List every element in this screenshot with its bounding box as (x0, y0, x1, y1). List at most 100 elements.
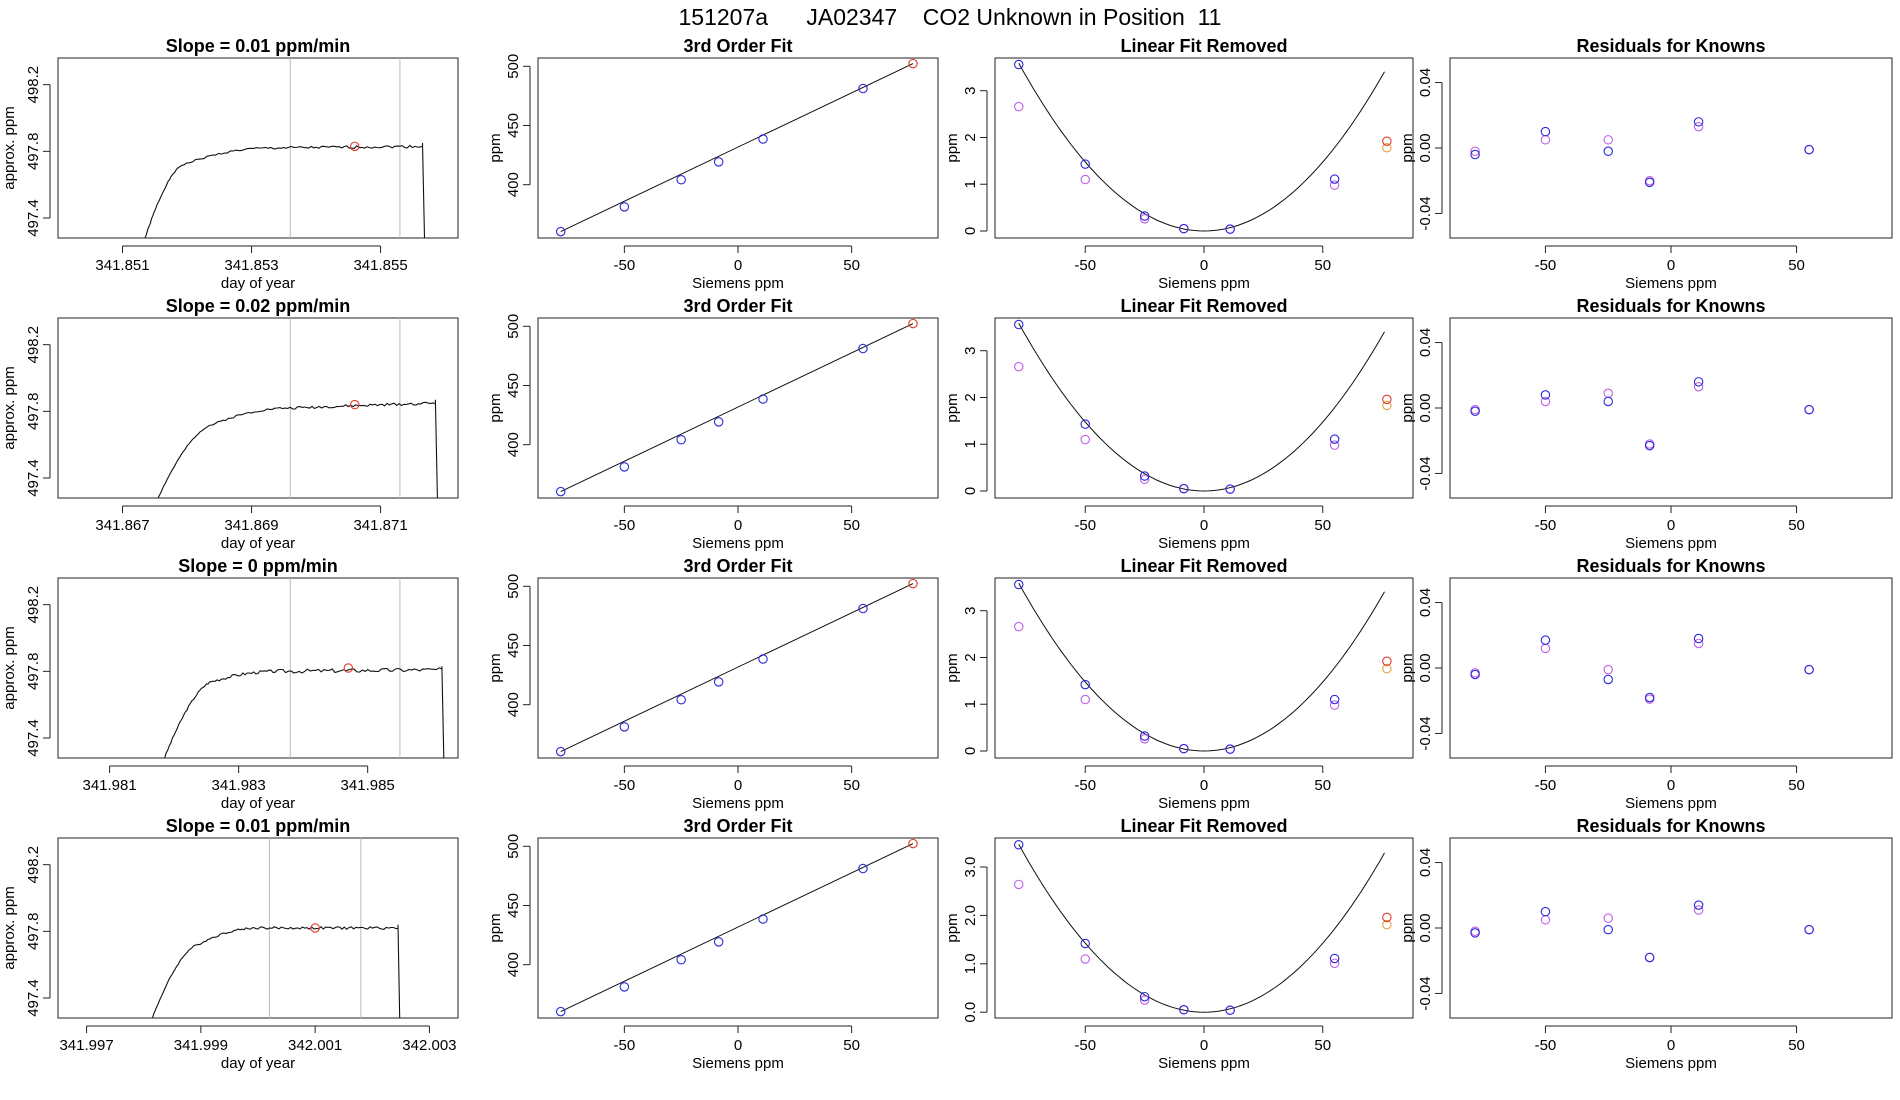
data-point-blue (858, 603, 868, 614)
data-point-violet (1013, 879, 1024, 890)
y-tick-label: 0.04 (1417, 328, 1434, 357)
x-tick-label: 341.851 (95, 257, 149, 274)
plot-frame (537, 837, 939, 1019)
x-tick-label: -50 (614, 1037, 636, 1054)
x-axis-label: Siemens ppm (1625, 795, 1717, 812)
x-tick-label: 342.003 (402, 1037, 456, 1054)
data-point-blue (1804, 404, 1814, 415)
data-point-blue (1139, 731, 1150, 741)
data-point-red (1382, 912, 1392, 923)
panel-resid-row3: Residuals for Knowns -50 0 50 Siemens ppm -0.… (1399, 556, 1893, 812)
data-point-violet (1329, 700, 1340, 710)
y-tick-label: 497.4 (25, 199, 42, 237)
panel-title: Linear Fit Removed (1120, 296, 1287, 316)
data-point-blue (619, 462, 630, 472)
panel-title: 3rd Order Fit (683, 816, 792, 836)
data-point-violet (1013, 621, 1024, 632)
y-tick-label: 1 (962, 180, 979, 188)
y-tick-label: 498.2 (25, 846, 42, 884)
plot-frame (1449, 577, 1893, 759)
y-tick-label: 3.0 (962, 857, 979, 878)
x-tick-label: 341.853 (224, 257, 278, 274)
plot-frame (57, 57, 459, 239)
data-point-violet (1693, 905, 1704, 915)
x-tick-label: 341.867 (95, 517, 149, 534)
data-point-blue (1013, 59, 1024, 70)
y-tick-label: 400 (505, 952, 522, 977)
x-tick-label: -50 (1535, 517, 1557, 534)
panel-scatter3-row1: 3rd Order Fit -50 0 50 Siemens ppm 400 450 500 p… (487, 36, 939, 292)
data-point-blue (676, 694, 686, 705)
x-tick-label: 0 (734, 257, 742, 274)
panel-resid-row1: Residuals for Knowns -50 0 50 Siemens ppm -0.… (1399, 36, 1893, 292)
y-tick-label: 3 (962, 347, 979, 355)
data-point-violet (1603, 913, 1613, 923)
data-point-blue (1139, 211, 1150, 221)
data-point-blue (1080, 679, 1091, 690)
y-tick-label: 2.0 (962, 905, 979, 926)
y-tick-label: -0.04 (1417, 456, 1434, 490)
y-tick-label: 2 (962, 133, 979, 141)
x-tick-label: 50 (1788, 257, 1805, 274)
data-point-blue (555, 226, 566, 237)
data-point-violet (1693, 381, 1704, 392)
data-point-orange (1382, 663, 1392, 674)
y-tick-label: 2 (962, 393, 979, 401)
data-point-violet (1329, 958, 1340, 969)
x-axis-label: day of year (221, 795, 295, 812)
plot-area (1470, 900, 1814, 963)
data-point-red (908, 838, 918, 849)
y-axis-label: approx. ppm (1, 626, 18, 709)
fit-curve (1018, 582, 1385, 752)
panel-title: Slope = 0 ppm/min (178, 556, 338, 576)
data-point-blue (1470, 149, 1480, 160)
x-tick-label: -50 (1535, 777, 1557, 794)
figure-title: 151207a JA02347 CO2 Unknown in Position … (679, 4, 1222, 30)
panel-line-row2: Slope = 0.02 ppm/min 341.867 341.869 341.87… (1, 296, 459, 552)
data-point-blue (1225, 1005, 1235, 1016)
plot-area (1470, 633, 1814, 704)
data-point-blue (758, 914, 768, 924)
data-point-blue (1179, 483, 1189, 494)
co2-trace-line (157, 399, 438, 498)
y-axis-label: ppm (1399, 913, 1416, 942)
y-tick-label: 0.04 (1417, 588, 1434, 617)
data-point-blue (858, 863, 868, 874)
data-point-red (1382, 656, 1392, 666)
y-tick-label: 1 (962, 440, 979, 448)
y-tick-label: 400 (505, 692, 522, 717)
plot-area (1013, 579, 1392, 754)
data-point-red (908, 58, 918, 69)
x-tick-label: 50 (1788, 777, 1805, 794)
average-marker-point (350, 141, 360, 152)
data-point-orange (1382, 143, 1392, 153)
data-point-blue (1080, 419, 1091, 429)
data-point-blue (1693, 117, 1704, 127)
y-axis-label: ppm (1399, 653, 1416, 682)
data-point-violet (1013, 361, 1024, 372)
x-tick-label: -50 (1535, 257, 1557, 274)
data-point-blue (1013, 579, 1024, 590)
x-axis-label: Siemens ppm (1158, 795, 1250, 812)
x-tick-label: -50 (1074, 517, 1096, 534)
data-point-violet (1540, 643, 1551, 654)
data-point-violet (1470, 146, 1480, 157)
data-point-orange (1382, 400, 1392, 411)
y-tick-label: 498.2 (25, 586, 42, 624)
data-point-blue (1013, 319, 1024, 330)
fit-line (560, 843, 914, 1013)
data-point-blue (1179, 1005, 1189, 1015)
x-axis-label: Siemens ppm (1625, 535, 1717, 552)
data-point-blue (713, 937, 724, 947)
data-point-blue (1804, 144, 1814, 155)
panel-line-row4: Slope = 0.01 ppm/min 341.997 341.999 342.00… (1, 816, 459, 1072)
y-tick-label: 497.4 (25, 979, 42, 1017)
data-point-blue (555, 486, 566, 497)
x-tick-label: 0 (734, 777, 742, 794)
y-tick-label: 450 (505, 373, 522, 398)
x-tick-label: 50 (1788, 1037, 1805, 1054)
data-point-blue (1225, 744, 1235, 754)
panel-title: Linear Fit Removed (1120, 816, 1287, 836)
